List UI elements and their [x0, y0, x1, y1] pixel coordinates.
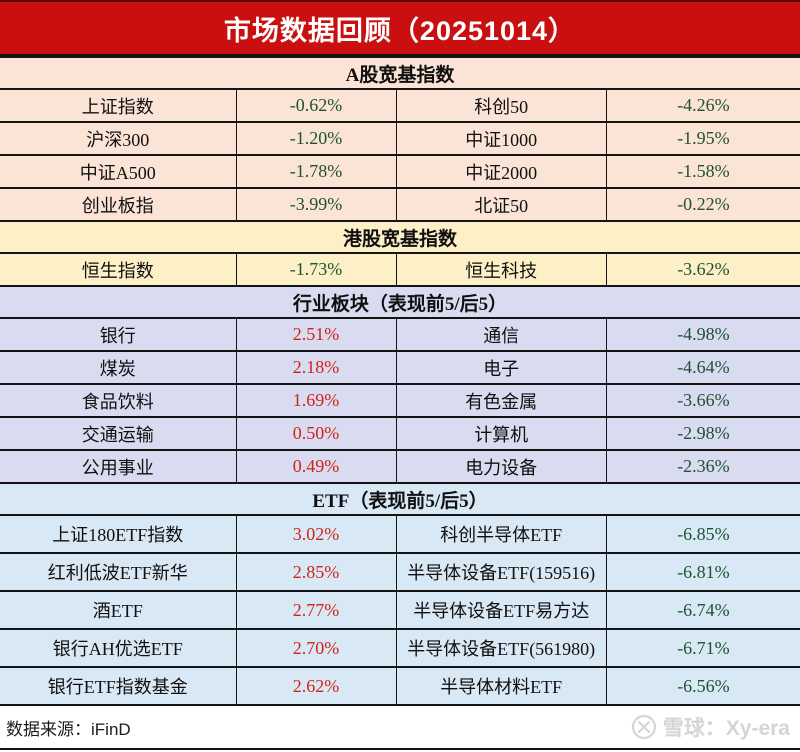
instrument-name: 半导体设备ETF易方达	[395, 590, 607, 630]
change-value: -2.36%	[605, 449, 800, 484]
instrument-name: 科创半导体ETF	[395, 514, 607, 554]
change-value: -1.78%	[235, 154, 397, 189]
market-table-body: A股宽基指数 上证指数 -0.62% 科创50 -4.26% 沪深300 -1.20% 中证1…	[0, 56, 800, 706]
change-value: -4.98%	[605, 317, 800, 352]
change-value: 2.70%	[235, 628, 397, 668]
instrument-name: 恒生指数	[0, 252, 237, 287]
table-row: 沪深300 -1.20% 中证1000 -1.95%	[0, 121, 800, 156]
change-value: -6.81%	[605, 552, 800, 592]
change-value: -4.26%	[605, 88, 800, 123]
change-value: -6.74%	[605, 590, 800, 630]
instrument-name: 上证180ETF指数	[0, 514, 237, 554]
section-header: A股宽基指数	[0, 56, 800, 90]
instrument-name: 红利低波ETF新华	[0, 552, 237, 592]
change-value: 0.49%	[235, 449, 397, 484]
change-value: 2.51%	[235, 317, 397, 352]
table-row: 恒生指数 -1.73% 恒生科技 -3.62%	[0, 252, 800, 287]
table-row: 中证A500 -1.78% 中证2000 -1.58%	[0, 154, 800, 189]
change-value: -1.58%	[605, 154, 800, 189]
change-value: 2.18%	[235, 350, 397, 385]
instrument-name: 沪深300	[0, 121, 237, 156]
instrument-name: 半导体设备ETF(561980)	[395, 628, 607, 668]
market-data-table: A股宽基指数 上证指数 -0.62% 科创50 -4.26% 沪深300 -1.20% 中证1…	[0, 56, 800, 706]
table-row: 红利低波ETF新华 2.85% 半导体设备ETF(159516) -6.81%	[0, 552, 800, 592]
change-value: 1.69%	[235, 383, 397, 418]
table-row: 煤炭 2.18% 电子 -4.64%	[0, 350, 800, 385]
data-source-label: 数据来源：iFinD	[6, 719, 131, 739]
instrument-name: 计算机	[395, 416, 607, 451]
instrument-name: 北证50	[395, 187, 607, 222]
change-value: -1.95%	[605, 121, 800, 156]
table-row: 创业板指 -3.99% 北证50 -0.22%	[0, 187, 800, 222]
instrument-name: 创业板指	[0, 187, 237, 222]
change-value: 0.50%	[235, 416, 397, 451]
change-value: -3.66%	[605, 383, 800, 418]
instrument-name: 半导体设备ETF(159516)	[395, 552, 607, 592]
instrument-name: 电子	[395, 350, 607, 385]
change-value: 2.62%	[235, 666, 397, 706]
instrument-name: 有色金属	[395, 383, 607, 418]
page-title: 市场数据回顾（20251014）	[223, 15, 577, 46]
table-row: 银行AH优选ETF 2.70% 半导体设备ETF(561980) -6.71%	[0, 628, 800, 668]
instrument-name: 恒生科技	[395, 252, 607, 287]
table-row: 公用事业 0.49% 电力设备 -2.36%	[0, 449, 800, 484]
instrument-name: 银行	[0, 317, 237, 352]
instrument-name: 上证指数	[0, 88, 237, 123]
change-value: 3.02%	[235, 514, 397, 554]
change-value: -6.56%	[605, 666, 800, 706]
change-value: 2.85%	[235, 552, 397, 592]
instrument-name: 交通运输	[0, 416, 237, 451]
watermark-text: 雪球：Xy-era	[662, 717, 790, 740]
instrument-name: 煤炭	[0, 350, 237, 385]
instrument-name: 公用事业	[0, 449, 237, 484]
change-value: -1.73%	[235, 252, 397, 287]
instrument-name: 中证2000	[395, 154, 607, 189]
change-value: -3.99%	[235, 187, 397, 222]
change-value: -6.85%	[605, 514, 800, 554]
change-value: -1.20%	[235, 121, 397, 156]
instrument-name: 银行ETF指数基金	[0, 666, 237, 706]
section-header: 港股宽基指数	[0, 220, 800, 254]
change-value: -6.71%	[605, 628, 800, 668]
change-value: -3.62%	[605, 252, 800, 287]
instrument-name: 科创50	[395, 88, 607, 123]
instrument-name: 食品饮料	[0, 383, 237, 418]
table-row: 交通运输 0.50% 计算机 -2.98%	[0, 416, 800, 451]
table-row: 食品饮料 1.69% 有色金属 -3.66%	[0, 383, 800, 418]
change-value: -2.98%	[605, 416, 800, 451]
instrument-name: 银行AH优选ETF	[0, 628, 237, 668]
change-value: -0.22%	[605, 187, 800, 222]
change-value: 2.77%	[235, 590, 397, 630]
section-header: 行业板块（表现前5/后5）	[0, 285, 800, 319]
table-row: 上证指数 -0.62% 科创50 -4.26%	[0, 88, 800, 123]
table-row: 银行 2.51% 通信 -4.98%	[0, 317, 800, 352]
table-row: 银行ETF指数基金 2.62% 半导体材料ETF -6.56%	[0, 666, 800, 706]
instrument-name: 中证A500	[0, 154, 237, 189]
instrument-name: 通信	[395, 317, 607, 352]
title-bar: 市场数据回顾（20251014）	[0, 0, 800, 56]
footer: 数据来源：iFinD 雪球：Xy-era	[0, 706, 800, 750]
instrument-name: 酒ETF	[0, 590, 237, 630]
section-header: ETF（表现前5/后5）	[0, 482, 800, 516]
instrument-name: 电力设备	[395, 449, 607, 484]
instrument-name: 半导体材料ETF	[395, 666, 607, 706]
table-row: 上证180ETF指数 3.02% 科创半导体ETF -6.85%	[0, 514, 800, 554]
change-value: -0.62%	[235, 88, 397, 123]
instrument-name: 中证1000	[395, 121, 607, 156]
table-row: 酒ETF 2.77% 半导体设备ETF易方达 -6.74%	[0, 590, 800, 630]
xueqiu-logo-icon	[631, 714, 657, 740]
change-value: -4.64%	[605, 350, 800, 385]
watermark: 雪球：Xy-era	[631, 712, 790, 742]
